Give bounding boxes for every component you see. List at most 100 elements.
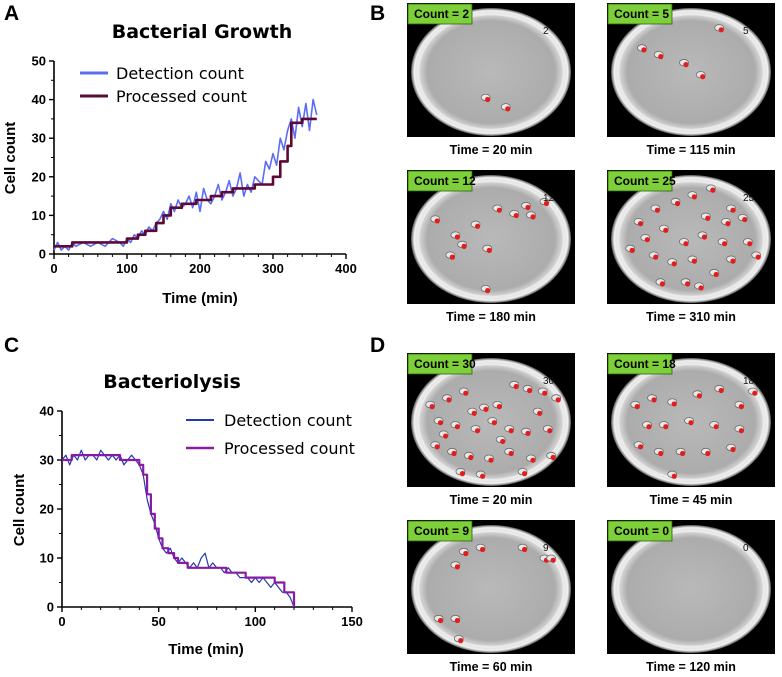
panel-b-microscopy: 2 Count = 2 Time = 20 min 5 Count = 5 Time = … (407, 3, 775, 324)
detection-marker (718, 27, 724, 33)
frame-corner-count: 2 (543, 26, 549, 37)
frame-time-label: Time = 120 min (646, 660, 736, 674)
dish-inner-rim (616, 179, 766, 299)
growth-chart: Bacterial Growth Cell count Time (min) 0… (2, 21, 357, 307)
detection-marker (438, 617, 444, 624)
frame-time-label: Time = 60 min (450, 660, 533, 674)
panel-b-frame: 12 Count = 12 Time = 180 min (407, 170, 575, 324)
detection-marker (454, 617, 460, 624)
detection-marker (461, 243, 467, 249)
detection-marker (685, 281, 691, 287)
growth-x-tick-label: 300 (262, 261, 284, 276)
count-badge-label: Count = 5 (614, 7, 669, 21)
panel-d-microscopy: 30 Count = 30 Time = 20 min 18 Count = 18 Tim… (407, 353, 775, 674)
detection-marker (496, 404, 502, 410)
detection-marker (537, 410, 543, 416)
lysis-y-axis-title: Cell count (11, 474, 28, 547)
petri-dish (411, 8, 571, 136)
detection-marker (449, 254, 455, 260)
count-badge (407, 520, 473, 542)
growth-y-axis-title: Cell count (2, 122, 19, 195)
detection-marker (688, 420, 694, 426)
detection-marker (480, 473, 486, 479)
count-badge-label: Count = 9 (414, 524, 469, 538)
growth-y-tick-label: 30 (32, 131, 46, 146)
frame-corner-count: 0 (743, 543, 749, 554)
detection-marker (486, 247, 492, 253)
detection-marker (508, 428, 514, 434)
detection-marker (705, 215, 711, 221)
detection-marker (722, 241, 728, 247)
panel-b-frame: 25 Count = 25 Time = 310 min (607, 170, 775, 324)
petri-dish (611, 8, 771, 136)
detection-marker (646, 424, 652, 430)
detection-marker (500, 438, 506, 445)
frame-time-label: Time = 310 min (646, 310, 736, 324)
panel-d-frame: 0 Count = 0 Time = 120 min (607, 520, 775, 674)
count-badge-label: Count = 25 (614, 174, 676, 188)
detection-marker (550, 454, 556, 461)
growth-x-tick-label: 0 (50, 261, 57, 276)
detection-marker (738, 428, 745, 434)
detection-marker (698, 285, 704, 291)
detection-marker (713, 424, 719, 430)
lysis-x-tick-label: 100 (244, 614, 266, 629)
frame-time-label: Time = 115 min (646, 143, 735, 157)
detection-marker (530, 457, 536, 463)
growth-x-tick-label: 400 (335, 261, 357, 276)
detection-marker (463, 550, 469, 557)
detection-marker (451, 450, 457, 457)
detection-marker (725, 221, 731, 227)
frame-corner-count: 25 (743, 193, 755, 204)
detection-marker (530, 214, 536, 220)
detection-marker (547, 428, 553, 434)
detection-marker (634, 404, 640, 410)
lysis-y-tick-label: 10 (40, 551, 54, 566)
frame-time-label: Time = 45 min (650, 493, 733, 507)
detection-marker (663, 227, 669, 233)
detection-marker (496, 207, 502, 213)
count-badge-label: Count = 2 (414, 7, 469, 21)
lysis-x-tick-label: 150 (341, 614, 363, 629)
panel-d-frame: 18 Count = 18 Time = 45 min (607, 353, 775, 507)
detection-marker (543, 200, 550, 207)
detection-marker (508, 450, 514, 457)
detection-marker (522, 471, 528, 477)
dish-inner-rim (416, 362, 566, 482)
panel-d-frame: 9 Count = 9 Time = 60 min (407, 520, 575, 674)
detection-marker (474, 223, 481, 229)
detection-marker (755, 254, 761, 260)
growth-y-tick-label: 10 (32, 208, 46, 223)
detection-marker (438, 420, 444, 426)
detection-marker (683, 241, 689, 247)
growth-series-detection-line (53, 98, 318, 251)
detection-marker (638, 221, 644, 227)
panel-label-d: D (370, 334, 385, 357)
detection-marker (700, 74, 706, 80)
detection-marker (680, 450, 686, 457)
detection-marker (641, 47, 647, 53)
lysis-x-tick-label: 0 (58, 614, 65, 629)
growth-x-tick-label: 100 (116, 261, 138, 276)
detection-marker (713, 271, 719, 278)
detection-marker (485, 96, 491, 103)
frame-corner-count: 18 (743, 376, 755, 387)
frame-time-label: Time = 20 min (450, 143, 533, 157)
detection-marker (691, 194, 697, 200)
detection-marker (658, 54, 664, 60)
lysis-y-tick-label: 20 (40, 502, 54, 517)
dish-inner-rim (416, 179, 566, 299)
detection-marker (555, 397, 561, 403)
lysis-chart-title: Bacteriolysis (103, 371, 241, 393)
detection-marker (663, 424, 669, 430)
detection-marker (752, 390, 758, 396)
detection-marker (471, 410, 477, 416)
growth-y-tick-label: 40 (32, 92, 46, 107)
dish-inner-rim (416, 12, 566, 132)
panel-label-b: B (370, 2, 385, 25)
panel-label-c: C (4, 334, 19, 357)
frame-time-label: Time = 20 min (450, 493, 533, 507)
detection-marker (671, 401, 677, 407)
detection-marker (683, 62, 689, 68)
detection-marker (742, 216, 748, 223)
